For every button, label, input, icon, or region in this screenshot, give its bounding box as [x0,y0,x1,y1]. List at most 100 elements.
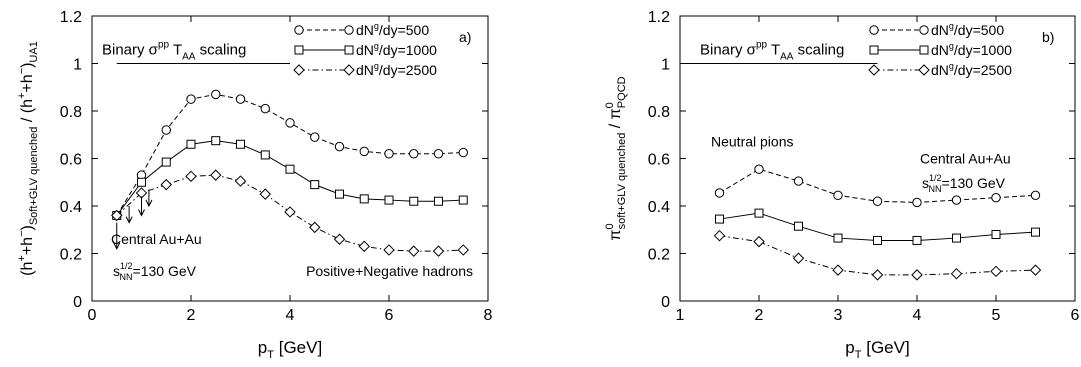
data-point-b-diamond [832,264,844,276]
data-point-a-diamond [309,221,321,234]
data-point-b-circle [793,176,804,186]
legend-marker-a [343,64,355,76]
data-point-b-diamond [990,265,1002,278]
data-point-a-circle [409,149,419,159]
data-point-a-diamond [432,245,445,257]
x-axis-label-b: pT [GeV] [845,338,909,361]
data-point-a-square [260,150,270,160]
arrow-a [145,189,153,208]
data-point-a-diamond [383,244,395,256]
data-point-b-circle [991,192,1001,203]
data-point-b-diamond [950,267,963,280]
data-point-b-diamond [753,235,765,248]
y-tick-label-a: 1 [73,57,82,74]
data-point-b-diamond [792,252,805,264]
data-point-a-square [161,157,171,167]
legend-label-a-square: dNg/dy=1000 [356,41,437,58]
x-tick-label-b: 3 [834,307,843,324]
data-point-a-square [137,177,146,187]
legend-marker-a [294,45,304,55]
y-tick-label-b: 0.8 [648,104,670,121]
data-point-b-diamond [871,269,884,281]
arrow-a [113,222,121,250]
data-point-b-circle [912,197,922,208]
legend-label-b-circle: dNg/dy=500 [931,21,1004,38]
data-point-a-diamond [457,244,469,256]
annotation-system-a: Central Au+Au [111,231,202,247]
data-point-b-diamond [911,269,923,281]
y-tick-label-a: 0.8 [60,104,82,121]
legend-marker-b [868,64,880,76]
y-axis-label-b: π0soft+GLV quenched / π0PQCD [604,76,628,240]
data-point-b-circle [1030,190,1041,201]
legend-b: dNg/dy=500 dNg/dy=1000 dNg/dy=2500 [868,21,1012,78]
data-point-a-diamond [259,188,271,200]
annotation-energy-a: s1/2 NN=130 GeV [113,261,197,282]
data-point-a-circle [235,94,246,104]
series-b-diamond [713,229,1042,281]
data-point-a-circle [260,103,270,114]
y-tick-label-a: 0.4 [60,199,82,216]
series-b-square [715,208,1040,245]
data-point-a-square [335,189,344,199]
series-b-circle [714,164,1041,208]
legend-marker-b [869,45,879,55]
reference-line-label-a: Binary σpp TAA scaling [102,40,246,63]
series-a-square [112,136,468,220]
arrow-a [125,206,133,224]
data-point-b-square [873,235,882,245]
data-point-b-square [833,233,843,243]
x-tick-label-a: 0 [88,307,97,324]
annotation-species-a: Positive+Negative hadrons [306,263,473,279]
data-point-a-square [211,136,221,146]
series-a-circle [112,89,468,221]
data-point-b-circle [833,190,843,201]
data-point-b-square [952,233,961,243]
legend-marker-b [869,25,879,35]
x-tick-label-b: 5 [992,307,1001,324]
y-axis-label-a: (h++h−)Soft+GLV quenched / (h++h−)UA1 [16,41,40,276]
y-tick-label-b: 0 [661,294,670,311]
x-tick-label-a: 4 [286,307,295,324]
data-point-a-circle [161,125,171,135]
data-point-a-square [458,195,468,205]
legend-marker-a [344,25,354,35]
data-point-a-circle [433,149,444,159]
chart-panel-a: 0 2 4 6 8 0 0.2 0.4 0.6 0.8 1 1.2 pT [GeV] (h++h−)Sof… [16,9,493,361]
data-point-a-circle [285,118,295,128]
annotation-species-b: Neutral pions [711,134,794,150]
y-tick-label-b: 1.2 [648,9,670,26]
chart-panel-b: 1 2 3 4 5 6 0 0.2 0.4 0.6 0.8 1 1.2 pT [GeV] π0soft+GL… [604,9,1080,361]
panel-label-a: a) [459,29,471,45]
data-point-b-circle [714,188,725,198]
legend-marker-b [918,64,930,76]
data-point-b-square [991,230,1001,239]
legend-label-a-circle: dNg/dy=500 [356,21,429,38]
data-point-a-square [186,139,196,149]
data-point-a-diamond [111,209,123,222]
x-tick-label-b: 4 [913,307,922,324]
x-axis-label-a: pT [GeV] [258,338,322,361]
data-point-a-diamond [284,206,296,218]
data-point-a-diamond [210,169,222,181]
data-point-b-square [794,221,803,231]
y-tick-label-b: 0.2 [648,247,670,264]
data-point-b-square [754,208,764,218]
data-point-a-circle [359,146,369,157]
data-point-a-square [409,196,419,206]
legend-marker-a [344,45,354,55]
legend-marker-a [294,25,304,35]
data-point-a-square [285,164,295,174]
data-point-b-circle [872,196,883,206]
data-point-a-circle [334,141,345,152]
data-point-a-square [384,195,394,205]
legend-a: dNg/dy=500 dNg/dy=1000 dNg/dy=2500 [293,21,437,78]
y-tick-label-a: 0 [73,294,82,311]
data-point-a-square [310,180,320,190]
data-point-a-circle [384,149,394,159]
legend-marker-b [919,25,929,35]
data-point-a-diamond [234,175,247,187]
annotation-system-b: Central Au+Au [920,150,1011,166]
legend-marker-a [293,64,305,76]
